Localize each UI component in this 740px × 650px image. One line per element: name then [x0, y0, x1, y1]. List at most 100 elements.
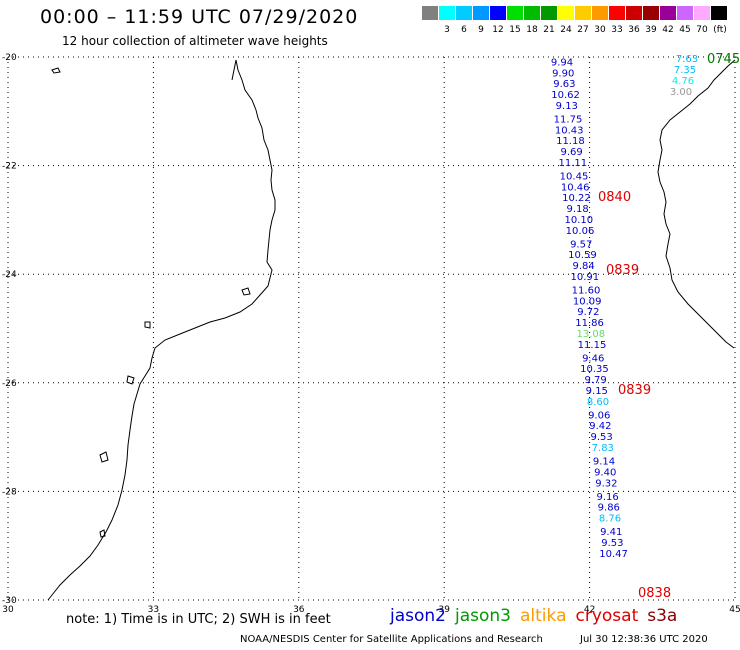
x-tick-label: 42 — [584, 605, 595, 615]
scale-label: 27 — [577, 25, 589, 35]
y-tick-label: -28 — [2, 487, 17, 497]
scale-swatch — [592, 6, 608, 20]
wave-height-label: 10.59 — [568, 250, 597, 261]
wave-height-label: 10.47 — [599, 549, 628, 560]
africa-coastline-inner — [231, 59, 237, 81]
scale-swatch — [507, 6, 523, 20]
y-tick-label: -20 — [2, 53, 17, 63]
scale-swatch — [660, 6, 676, 20]
wave-height-label: 10.22 — [562, 193, 591, 204]
scale-label: 21 — [543, 25, 555, 35]
wave-height-label: 9.53 — [590, 432, 612, 443]
wave-height-label: 9.53 — [601, 538, 623, 549]
y-tick-label: -30 — [2, 596, 17, 606]
wave-height-label: 11.86 — [575, 318, 604, 329]
scale-label: 42 — [662, 25, 674, 35]
satellite-legend: jason2 jason3 altika cryosat s3a — [390, 606, 686, 626]
wave-height-label: 10.43 — [555, 125, 584, 136]
scale-label: 39 — [645, 25, 657, 35]
wave-height-label: 4.76 — [672, 76, 694, 87]
island-5 — [126, 375, 135, 385]
wave-height-label: 10.46 — [561, 182, 590, 193]
footer-timestamp: Jul 30 12:38:36 UTC 2020 — [580, 634, 708, 645]
scale-label: 12 — [492, 25, 504, 35]
scale-swatch — [456, 6, 472, 20]
scale-swatch — [711, 6, 727, 20]
x-tick-label: 36 — [293, 605, 305, 615]
wave-height-label: 9.40 — [594, 467, 616, 478]
y-tick-label: -26 — [2, 379, 17, 389]
scale-swatch — [626, 6, 642, 20]
pass-time-label: 0839 — [606, 263, 639, 278]
page-title: 00:00 – 11:59 UTC 07/29/2020 — [40, 6, 359, 28]
pass-time-label: 0840 — [598, 190, 631, 205]
scale-swatch — [524, 6, 540, 20]
wave-height-label: 9.41 — [600, 527, 622, 538]
coastline — [47, 59, 736, 601]
scale-swatch — [439, 6, 455, 20]
scale-label: 45 — [679, 25, 691, 35]
legend-entry: altika — [520, 606, 567, 626]
wave-height-label: 11.75 — [554, 114, 583, 125]
lat-lon-grid: 30 33 36 39 42 45 -20 -22 -24 -26 -28 -30 — [2, 53, 740, 615]
scale-label: 15 — [509, 25, 521, 35]
x-tick-label: 30 — [2, 605, 14, 615]
x-tick-label: 39 — [438, 605, 450, 615]
wave-height-label: 11.11 — [558, 158, 587, 169]
footer-note: note: 1) Time is in UTC; 2) SWH is in fe… — [66, 612, 331, 627]
wave-height-label: 10.45 — [560, 171, 589, 182]
wave-height-label: 9.86 — [598, 503, 620, 514]
scale-label: 30 — [594, 25, 606, 35]
wave-height-label: 9.79 — [584, 375, 606, 386]
wave-height-label: 8.76 — [599, 514, 621, 525]
wave-height-label: 9.06 — [588, 410, 610, 421]
island-4 — [99, 451, 109, 463]
scale-swatch — [677, 6, 693, 20]
wave-height-label: 11.15 — [578, 340, 607, 351]
scale-label: 3 — [444, 25, 450, 35]
wave-height-label: 13.08 — [576, 329, 605, 340]
scale-label: 70 — [696, 25, 708, 35]
wave-height-label: 7.83 — [592, 443, 614, 454]
scale-swatch — [422, 6, 438, 20]
wave-height-label: 9.90 — [552, 68, 574, 79]
wave-height-label: 10.62 — [551, 90, 580, 101]
legend-entry: jason2 — [390, 606, 446, 626]
wave-height-label: 9.94 — [551, 57, 573, 68]
scale-label: 36 — [628, 25, 640, 35]
scale-swatch — [609, 6, 625, 20]
legend-entry: jason3 — [455, 606, 511, 626]
wave-height-label: 10.09 — [573, 296, 602, 307]
scale-swatch — [558, 6, 574, 20]
island-3 — [144, 321, 151, 329]
wave-height-label: 10.35 — [580, 364, 609, 375]
wave-height-label: 9.57 — [570, 239, 592, 250]
wave-height-label: 9.42 — [589, 421, 611, 432]
scale-label: 33 — [611, 25, 623, 35]
wave-height-label: 11.18 — [556, 136, 585, 147]
africa-coastline — [47, 59, 276, 601]
wave-height-label: 9.46 — [582, 353, 604, 364]
island-2 — [241, 287, 251, 296]
legend-entry: s3a — [647, 606, 678, 626]
wave-height-label: 3.00 — [670, 87, 692, 98]
wave-height-label: 9.18 — [566, 204, 588, 215]
scale-unit: (ft) — [713, 25, 727, 35]
scale-swatch — [643, 6, 659, 20]
wave-height-label: 10.10 — [564, 215, 593, 226]
pass-time-label: 0839 — [618, 383, 651, 398]
legend-entry: cryosat — [575, 606, 639, 626]
scale-swatch — [490, 6, 506, 20]
scale-label: 6 — [461, 25, 467, 35]
scale-label: 9 — [478, 25, 484, 35]
madagascar-coastline — [657, 59, 736, 349]
wave-height-label: 9.16 — [596, 492, 618, 503]
wave-height-label: 9.84 — [572, 261, 594, 272]
scale-swatch — [473, 6, 489, 20]
x-tick-label: 33 — [148, 605, 159, 615]
wave-height-label: 10.91 — [570, 272, 599, 283]
x-tick-label: 45 — [729, 605, 740, 615]
wave-height-label: 9.15 — [586, 386, 608, 397]
